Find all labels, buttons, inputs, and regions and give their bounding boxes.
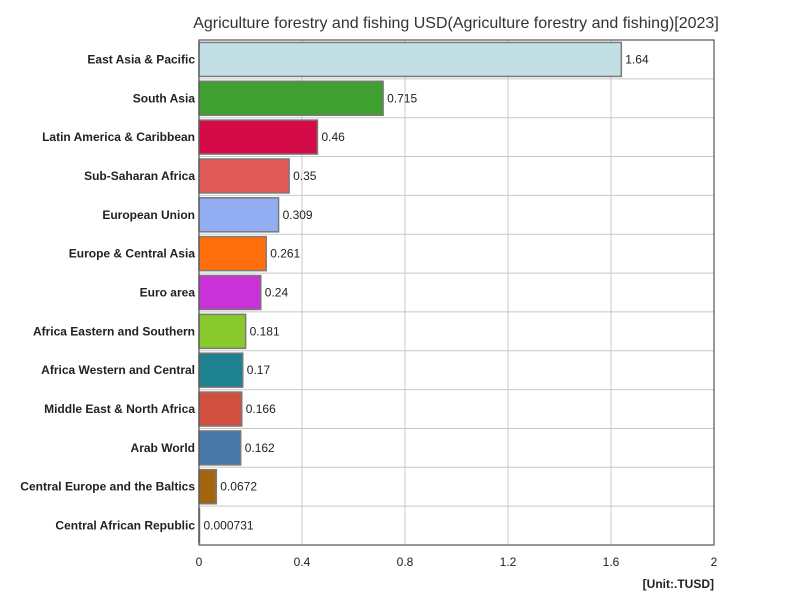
bar: [198, 41, 623, 78]
bar: [198, 391, 243, 427]
bar: [198, 313, 247, 350]
category-label: Middle East & North Africa: [44, 402, 195, 416]
category-label: Euro area: [140, 286, 196, 300]
value-label: 1.64: [625, 52, 649, 66]
category-label: East Asia & Pacific: [87, 52, 195, 66]
unit-label: [Unit:.TUSD]: [643, 577, 714, 591]
category-label: South Asia: [133, 91, 196, 105]
value-label: 0.309: [283, 208, 313, 222]
bar: [198, 352, 244, 388]
value-label: 0.261: [270, 247, 300, 261]
category-label: European Union: [102, 208, 195, 222]
value-label: 0.181: [250, 324, 280, 338]
x-tick-label: 1.2: [500, 555, 517, 569]
bar: [198, 430, 242, 466]
bar: [198, 235, 267, 272]
bar: [198, 80, 384, 117]
category-label: Africa Western and Central: [41, 363, 195, 377]
category-label: Arab World: [131, 441, 195, 455]
x-tick-label: 0: [196, 555, 203, 569]
value-label: 0.000731: [204, 519, 254, 533]
bar: [198, 197, 280, 233]
value-label: 0.17: [247, 363, 271, 377]
value-label: 0.715: [387, 91, 417, 105]
bar: [198, 158, 290, 194]
bar: [198, 468, 218, 505]
value-label: 0.35: [293, 169, 317, 183]
chart-title: Agriculture forestry and fishing USD(Agr…: [193, 15, 719, 32]
x-axis-ticks: 0 0.4 0.8 1.2 1.6 2: [196, 39, 718, 569]
x-tick-label: 1.6: [603, 555, 620, 569]
x-tick-label: 0.8: [397, 555, 414, 569]
plot-frame: [198, 39, 715, 546]
category-label: Central Europe and the Baltics: [20, 480, 195, 494]
bar: [198, 274, 262, 311]
x-tick-label: 2: [711, 555, 718, 569]
bars: [198, 41, 623, 544]
category-labels: East Asia & Pacific South Asia Latin Ameri…: [20, 52, 195, 532]
bar: [198, 119, 319, 155]
category-label: Latin America & Caribbean: [42, 130, 195, 144]
category-label: Central African Republic: [55, 519, 195, 533]
category-label: Africa Eastern and Southern: [33, 324, 195, 338]
value-labels: 1.64 0.715 0.46 0.35 0.309 0.261 0.24 0.181 0.17…: [204, 52, 649, 532]
category-label: Sub-Saharan Africa: [84, 169, 195, 183]
value-label: 0.166: [246, 402, 276, 416]
value-label: 0.46: [321, 130, 345, 144]
value-label: 0.0672: [220, 480, 257, 494]
category-label: Europe & Central Asia: [69, 247, 196, 261]
grid-lines: [198, 40, 715, 545]
x-tick-label: 0.4: [294, 555, 311, 569]
value-label: 0.162: [245, 441, 275, 455]
value-label: 0.24: [265, 286, 289, 300]
